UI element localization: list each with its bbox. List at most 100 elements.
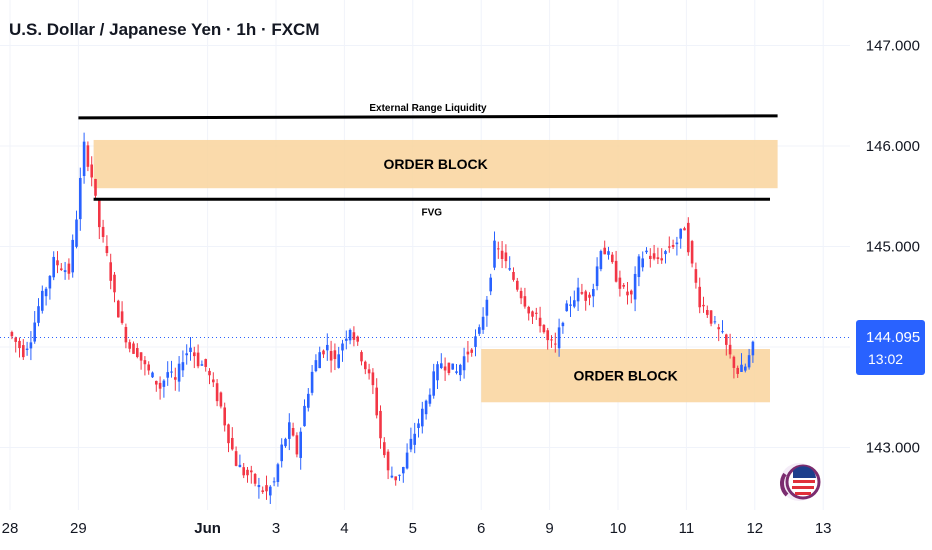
candle-body-91-1 [698,286,701,308]
y-tick-label-4: 147.000 [866,38,920,55]
price-tag: 144.095 13:02 [856,320,925,375]
candle-body-40-0 [307,393,310,408]
candle-body-7-1 [60,268,63,270]
candle-body-80-0 [611,254,614,263]
flag-badge-icon[interactable] [779,463,821,501]
candle-body-10-0 [79,177,82,220]
candle-body-68-0 [519,290,523,299]
current-price-label: 144.095 [866,329,920,346]
candle-body-14-0 [109,262,112,281]
annotation-labels: External Range Liquidity ORDER BLOCK FVG OR… [369,103,677,384]
candle-body-21-0 [162,380,166,387]
candle-body-46-0 [352,332,356,340]
x-tick-label-6: 6 [477,520,485,537]
candle-body-93-0 [709,310,713,324]
candle-body-88-1 [675,242,679,245]
candle-body-69-1 [531,311,534,317]
candle-body-1-0 [10,332,14,337]
candle-body-73-0 [557,327,561,349]
candle-body-32-0 [246,469,249,476]
candle-body-38-0 [291,428,295,436]
candle-body-16-1 [128,342,131,349]
candle-body-18-0 [139,352,143,361]
candle-body-12-1 [98,200,101,228]
candle-body-28-1 [219,392,223,407]
candle-body-64-1 [493,240,496,268]
candle-body-41-0 [314,360,318,372]
candle-body-11-1 [90,164,93,178]
x-tick-label-5: 5 [409,520,417,537]
candle-body-33-0 [253,474,257,484]
candle-body-90-1 [690,241,694,264]
candle-body-30-0 [231,437,234,450]
candle-body-34-0 [261,490,264,492]
candle-body-74-1 [569,304,572,306]
candle-body-32-1 [250,470,253,473]
candle-body-73-1 [561,322,565,327]
candle-body-13-1 [105,245,109,254]
candle-body-23-0 [177,363,181,382]
candle-body-84-1 [645,250,648,253]
candle-body-51-1 [394,476,397,481]
candle-body-57-0 [436,364,439,381]
candle-body-43-0 [329,351,333,361]
candle-body-76-0 [580,292,584,294]
candle-body-87-0 [664,251,667,255]
candle-body-82-0 [626,291,629,296]
candle-body-40-1 [310,371,314,393]
candle-body-94-0 [717,327,720,330]
candle-body-50-1 [386,451,390,471]
candle-body-51-0 [390,475,394,478]
x-tick-label-7: 9 [545,520,553,537]
candle-body-64-0 [489,277,492,292]
candle-body-83-0 [633,273,637,300]
order-block-zone-1 [93,139,778,189]
candle-body-28-0 [215,383,219,402]
candle-body-84-0 [641,258,644,268]
annotation-line-label-2: FVG [422,207,443,218]
candle-body-31-0 [238,464,242,468]
candle-body-20-1 [158,382,162,389]
candle-body-24-0 [185,353,188,356]
candle-body-35-0 [269,486,272,496]
candle-body-97-0 [740,364,743,372]
candle-body-55-0 [421,408,424,427]
candle-body-90-0 [687,222,690,253]
candle-body-72-0 [550,339,553,341]
chart-title: U.S. Dollar / Japanese Yen · 1h · FXCM [9,20,320,39]
candle-body-27-0 [208,370,211,376]
candle-body-85-1 [652,253,656,259]
candle-body-94-1 [721,331,724,333]
candle-body-75-1 [576,287,580,302]
candle-body-11-0 [86,145,90,167]
candle-body-53-0 [405,452,409,469]
candle-body-6-0 [48,275,52,289]
candle-body-10-1 [82,141,86,177]
candle-body-98-1 [751,341,755,356]
annotation-line-0 [78,114,778,120]
candle-body-43-1 [333,350,337,360]
candle-body-39-0 [299,431,302,458]
candle-body-69-0 [527,306,530,314]
candle-body-18-1 [143,360,147,365]
candle-body-79-0 [603,247,606,255]
y-tick-label-2: 145.000 [866,239,920,256]
candle-body-89-0 [679,228,682,239]
candle-body-36-0 [276,464,280,482]
candle-body-1-1 [14,337,17,342]
candle-body-4-0 [33,322,36,342]
candle-body-55-1 [424,400,428,415]
x-tick-label-11: 13 [815,520,832,537]
candle-body-83-1 [637,256,641,278]
y-tick-label-3: 146.000 [866,138,920,155]
candle-body-3-1 [29,342,33,349]
candle-body-9-1 [75,219,78,247]
candle-body-37-0 [284,438,287,447]
candle-body-33-1 [257,484,261,488]
candle-body-12-0 [94,178,97,196]
candle-body-44-0 [337,354,340,368]
candle-body-3-0 [25,348,29,350]
candle-body-92-0 [702,304,705,307]
candle-body-86-0 [656,257,660,260]
